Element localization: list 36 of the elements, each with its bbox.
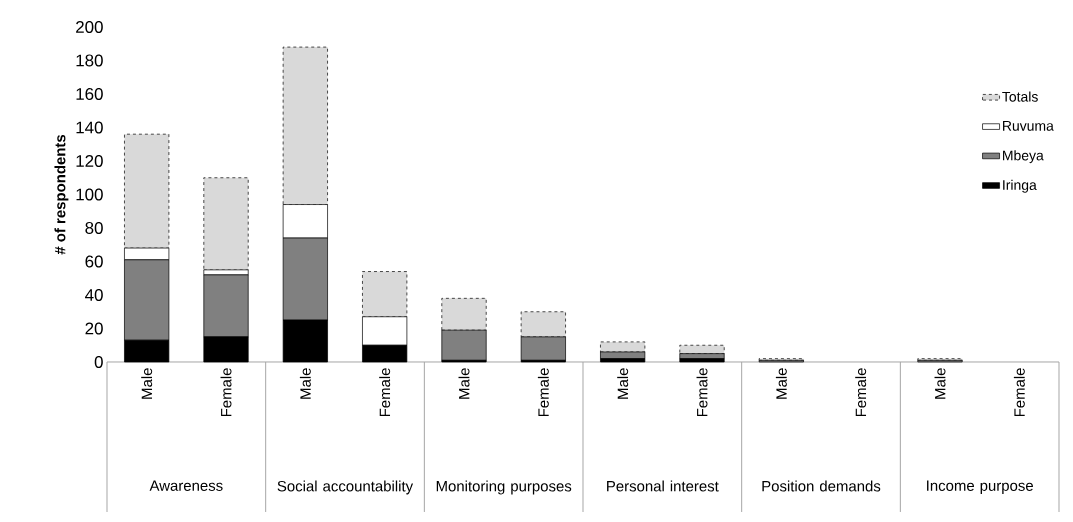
y-tick-label: 200 (76, 20, 103, 33)
text: Monitoring purposes (436, 480, 572, 495)
legend-label: Ruvuma (1003, 121, 1054, 131)
bar (203, 177, 249, 271)
x-tick-label: Male (934, 368, 946, 399)
x-tick-label: Male (775, 368, 787, 399)
y-axis-title: # of respondents (54, 134, 69, 255)
bar (679, 344, 725, 354)
y-tick-label: 40 (85, 288, 103, 301)
legend-label: Iringa (1003, 179, 1037, 193)
x-tick-label: Female (1013, 368, 1025, 417)
y-tick-label: 20 (85, 322, 103, 335)
x-tick-label: Male (299, 368, 311, 399)
x-tick-label: Female (537, 368, 549, 417)
x-tick-label: Female (379, 368, 391, 417)
x-tick-label: Male (617, 368, 629, 399)
y-tick-label: 100 (76, 188, 103, 201)
y-tick-label: 180 (76, 54, 103, 67)
text: Personal interest (607, 480, 719, 492)
x-tick-label: Female (220, 368, 232, 417)
text: Social accountability (277, 480, 414, 495)
y-tick-label: 0 (94, 355, 103, 368)
y-tick-label: 80 (85, 221, 103, 234)
legend-label: Totals (1002, 91, 1038, 102)
text: Income purpose (927, 480, 1033, 494)
text: Position demands (762, 480, 881, 492)
x-tick-label: Female (696, 368, 708, 417)
text: Awareness (149, 480, 223, 491)
y-tick-label: 140 (76, 121, 103, 134)
y-tick-label: 120 (76, 154, 103, 167)
x-tick-label: Female (855, 368, 867, 417)
legend-label: Mbeya (1003, 150, 1044, 164)
x-tick-label: Male (458, 368, 470, 399)
y-tick-label: 60 (85, 255, 103, 268)
x-tick-label: Male (141, 368, 153, 399)
y-tick-label: 160 (76, 87, 103, 100)
